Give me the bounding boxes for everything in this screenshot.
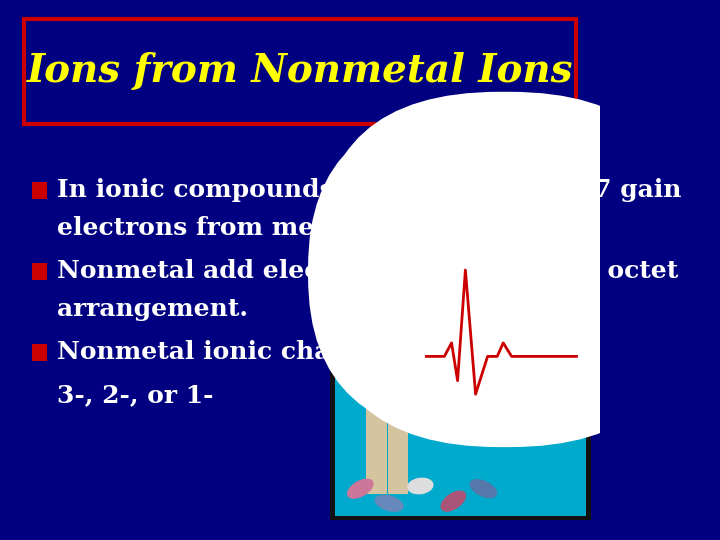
Circle shape (364, 255, 410, 296)
FancyBboxPatch shape (364, 276, 413, 396)
Ellipse shape (375, 495, 403, 511)
FancyBboxPatch shape (308, 105, 701, 439)
FancyBboxPatch shape (319, 92, 690, 447)
FancyBboxPatch shape (32, 344, 47, 361)
Ellipse shape (408, 478, 433, 494)
Ellipse shape (441, 491, 466, 511)
Text: Nonmetal ionic charge:: Nonmetal ionic charge: (57, 340, 386, 364)
Text: electrons from metals.: electrons from metals. (57, 216, 374, 240)
FancyBboxPatch shape (32, 263, 47, 280)
Text: In ionic compounds,  in groups 5, 6 & 7 gain: In ionic compounds, in groups 5, 6 & 7 g… (57, 178, 682, 202)
FancyBboxPatch shape (388, 384, 408, 494)
Text: 3-, 2-, or 1-: 3-, 2-, or 1- (57, 383, 214, 407)
FancyBboxPatch shape (366, 384, 387, 494)
Polygon shape (474, 286, 535, 317)
Circle shape (473, 271, 507, 301)
Circle shape (502, 271, 536, 301)
FancyBboxPatch shape (335, 238, 586, 516)
Text: Ions from Nonmetal Ions: Ions from Nonmetal Ions (27, 52, 574, 90)
Text: Nonmetal add electrons to achieve the octet: Nonmetal add electrons to achieve the oc… (57, 259, 678, 283)
FancyBboxPatch shape (32, 182, 47, 199)
Ellipse shape (470, 480, 497, 497)
Ellipse shape (348, 480, 373, 498)
FancyBboxPatch shape (330, 234, 592, 520)
Text: arrangement.: arrangement. (57, 297, 248, 321)
FancyBboxPatch shape (24, 19, 577, 124)
